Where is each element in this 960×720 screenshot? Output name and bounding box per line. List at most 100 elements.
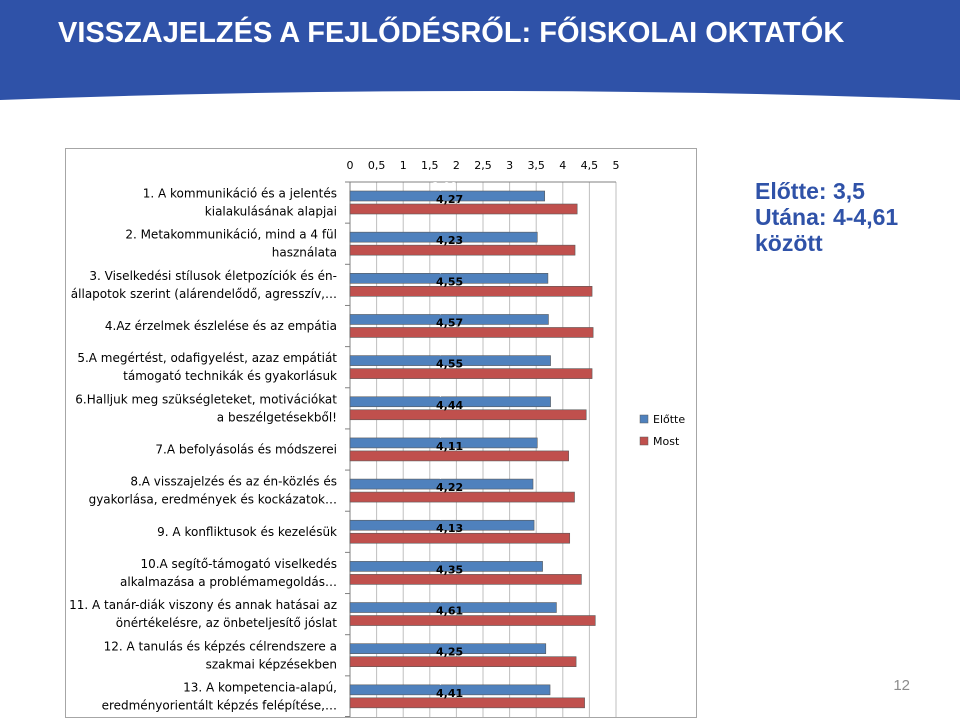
category-label: 5.A megértést, odafigyelést, azaz empáti… — [77, 351, 337, 365]
category-label: alkalmazása a problémamegoldás… — [120, 575, 337, 589]
category-label: a beszélgetésekből! — [217, 410, 337, 424]
bar-chart: 0 0,5 1 1,5 2 2,5 3 3,5 4 4,5 51. A kommunikáció é… — [69, 159, 685, 717]
bar-before — [349, 190, 546, 202]
page-number: 12 — [893, 677, 910, 694]
category-label: szakmai képzésekben — [206, 657, 337, 671]
bar-after — [349, 450, 569, 462]
data-label-after: 4,35 — [436, 563, 463, 576]
data-label-before: 3,62 — [432, 550, 457, 563]
category-label: támogató technikák és gyakorlásuk — [123, 369, 337, 383]
bar-after — [349, 656, 577, 667]
bar-after — [349, 286, 593, 297]
bar-after — [349, 203, 578, 215]
data-label-before: 3,77 — [432, 345, 457, 358]
data-label-before: 3,66 — [432, 180, 457, 193]
data-label-after: 4,41 — [436, 687, 463, 700]
category-label: 10.A segítő-támogató viselkedés — [140, 557, 337, 571]
category-label: 9. A konfliktusok és kezelésük — [157, 525, 337, 539]
category-label: 11. A tanár-diák viszony és annak hatása… — [69, 598, 337, 612]
x-tick-label: 0 — [347, 159, 354, 172]
data-label-after: 4,55 — [436, 275, 463, 288]
category-label: 4.Az érzelmek észlelése és az empátia — [105, 319, 337, 333]
summary-line-range: között — [755, 230, 823, 256]
category-label: 1. A kommunikáció és a jelentés — [143, 187, 337, 201]
x-tick-label: 1,5 — [421, 159, 439, 172]
category-label: 2. Metakommunikáció, mind a 4 fül — [125, 228, 337, 242]
bar-after — [349, 409, 587, 421]
bar-before — [349, 684, 551, 696]
summary-text: Előtte: 3,5 Utána: 4-4,61 között — [755, 178, 955, 256]
bar-before — [349, 519, 535, 531]
data-label-before: 3,52 — [432, 427, 457, 440]
legend-swatch — [639, 414, 649, 424]
category-label: gyakorlása, eredmények és kockázatok… — [89, 493, 337, 507]
bar-after — [349, 615, 596, 626]
data-label-before: 3,76 — [432, 674, 457, 687]
data-label-after: 4,22 — [436, 481, 463, 494]
category-label: 7.A befolyásolás és módszerei — [155, 443, 337, 457]
category-label: 13. A kompetencia-alapú, — [183, 680, 337, 694]
data-label-after: 4,27 — [436, 193, 463, 206]
summary-line-before: Előtte: 3,5 — [755, 178, 865, 204]
category-label: 12. A tanulás és képzés célrendszere a — [104, 639, 337, 653]
bar-after — [349, 697, 585, 709]
data-label-after: 4,13 — [436, 522, 463, 535]
bar-after — [349, 368, 593, 379]
bar-before — [349, 355, 551, 366]
bar-after — [349, 574, 582, 585]
category-label: 6.Halljuk meg szükségleteket, motivációk… — [75, 392, 337, 406]
data-label-before: 3,77 — [432, 386, 457, 399]
bar-before — [349, 231, 538, 243]
x-tick-label: 2 — [453, 159, 460, 172]
data-label-after: 4,57 — [436, 316, 463, 329]
bar-before — [349, 314, 549, 325]
bar-before — [349, 396, 551, 408]
header-curve — [0, 91, 960, 100]
data-label-after: 4,44 — [436, 399, 463, 412]
bar-before — [349, 643, 547, 654]
chart-frame: 0 0,5 1 1,5 2 2,5 3 3,5 4 4,5 5 1. A kommunikáció é… — [65, 148, 697, 718]
bar-before — [349, 437, 538, 449]
category-label: 3. Viselkedési stílusok életpozíciók és … — [89, 269, 337, 283]
slide-title: VISSZAJELZÉS A FEJLŐDÉSRŐL: FŐISKOLAI OK… — [58, 17, 845, 49]
title-bar: VISSZAJELZÉS A FEJLŐDÉSRŐL: FŐISKOLAI OK… — [0, 0, 960, 100]
category-label: 8.A visszajelzés és az én-közlés és — [130, 475, 337, 489]
bar-after — [349, 244, 576, 256]
data-label-after: 4,55 — [436, 358, 463, 371]
x-tick-label: 4,5 — [581, 159, 599, 172]
category-label: használata — [272, 246, 337, 260]
bar-before — [349, 561, 543, 572]
x-tick-label: 4 — [559, 159, 566, 172]
data-label-before: 3,88 — [432, 592, 457, 605]
summary-line-after: Utána: 4-4,61 — [755, 204, 899, 230]
data-label-before: 3,52 — [432, 221, 457, 234]
x-tick-label: 3 — [506, 159, 513, 172]
data-label-before: 3,44 — [432, 468, 457, 481]
data-label-before: 3,72 — [432, 262, 457, 275]
x-tick-label: 1 — [400, 159, 407, 172]
legend-swatch — [639, 436, 649, 446]
data-label-before: 3,46 — [432, 509, 457, 522]
data-label-after: 4,23 — [436, 234, 463, 247]
data-label-before: 3,73 — [432, 303, 457, 316]
bar-before — [349, 602, 557, 613]
data-label-after: 4,61 — [436, 605, 463, 618]
bar-before — [349, 273, 549, 284]
x-tick-label: 2,5 — [474, 159, 492, 172]
x-tick-label: 0,5 — [368, 159, 386, 172]
x-tick-label: 3,5 — [527, 159, 545, 172]
category-label: eredményorientált képzés felépítése,… — [102, 698, 337, 712]
legend-label: Most — [653, 435, 680, 448]
bar-before — [349, 478, 534, 490]
legend-label: Előtte — [653, 413, 685, 426]
bar-after — [349, 491, 575, 503]
bar-after — [349, 532, 571, 544]
data-label-after: 4,25 — [436, 646, 463, 659]
category-label: önértékelésre, az önbeteljesítő jóslat — [116, 616, 338, 630]
bar-after — [349, 327, 594, 338]
x-tick-label: 5 — [613, 159, 620, 172]
category-label: kialakulásának alapjai — [205, 205, 337, 219]
data-label-before: 3,68 — [432, 633, 457, 646]
data-label-after: 4,11 — [436, 440, 463, 453]
category-label: állapotok szerint (alárendelődő, agressz… — [71, 287, 337, 301]
